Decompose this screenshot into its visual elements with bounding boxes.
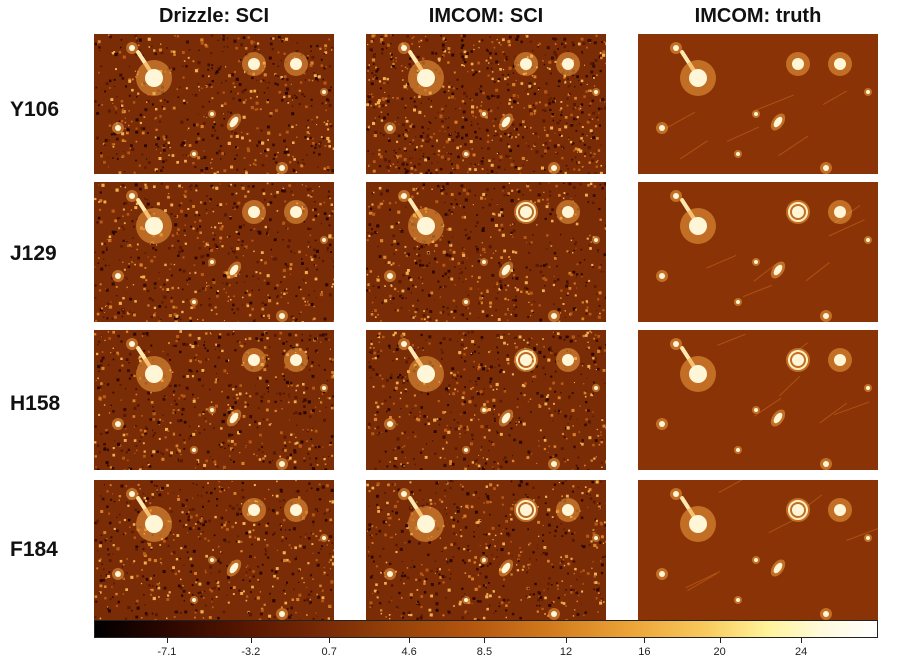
panel-imcom-sci-j129 bbox=[366, 182, 606, 322]
colorbar-tick bbox=[166, 638, 168, 643]
panel-imcom-sci-f184 bbox=[366, 480, 606, 620]
colorbar-tick-label: 20 bbox=[713, 646, 726, 658]
panel-imcom-sci-h158 bbox=[366, 330, 606, 470]
colorbar-tick-label: 12 bbox=[559, 646, 573, 658]
colorbar-tick bbox=[250, 638, 252, 643]
colorbar-tick bbox=[484, 638, 486, 643]
colorbar-tick bbox=[409, 638, 411, 643]
panel-imcom-truth-j129 bbox=[638, 182, 878, 322]
colorbar-tick bbox=[719, 638, 721, 643]
column-title-imcom-sci: IMCOM: SCI bbox=[428, 5, 544, 27]
panel-imcom-truth-f184 bbox=[638, 480, 878, 620]
panel-imcom-sci-y106 bbox=[366, 34, 606, 174]
colorbar-tick bbox=[801, 638, 803, 643]
panel-imcom-truth-y106 bbox=[638, 34, 878, 174]
row-label-y106: Y106 bbox=[10, 98, 60, 121]
row-label-f184: F184 bbox=[10, 538, 58, 561]
panel-drizzle-sci-y106 bbox=[94, 34, 334, 174]
colorbar-tick bbox=[329, 638, 331, 643]
column-title-imcom-truth: IMCOM: truth bbox=[694, 5, 822, 27]
panel-drizzle-sci-j129 bbox=[94, 182, 334, 322]
colorbar bbox=[94, 620, 878, 638]
colorbar-tick-label: 0.7 bbox=[321, 646, 337, 658]
row-label-j129: J129 bbox=[10, 242, 57, 265]
panel-drizzle-sci-h158 bbox=[94, 330, 334, 470]
colorbar-tick bbox=[565, 638, 567, 643]
colorbar-tick bbox=[644, 638, 646, 643]
panel-drizzle-sci-f184 bbox=[94, 480, 334, 620]
colorbar-tick-label: 4.6 bbox=[401, 646, 417, 658]
colorbar-tick-label: 24 bbox=[795, 646, 808, 658]
colorbar-tick-label: -3.2 bbox=[241, 646, 261, 658]
row-label-h158: H158 bbox=[10, 392, 61, 415]
column-title-drizzle-sci: Drizzle: SCI bbox=[158, 5, 270, 27]
colorbar-tick-label: -7.1 bbox=[157, 646, 177, 658]
colorbar-tick-label: 16 bbox=[638, 646, 651, 658]
colorbar-tick-label: 8.5 bbox=[476, 646, 493, 658]
panel-imcom-truth-h158 bbox=[638, 330, 878, 470]
